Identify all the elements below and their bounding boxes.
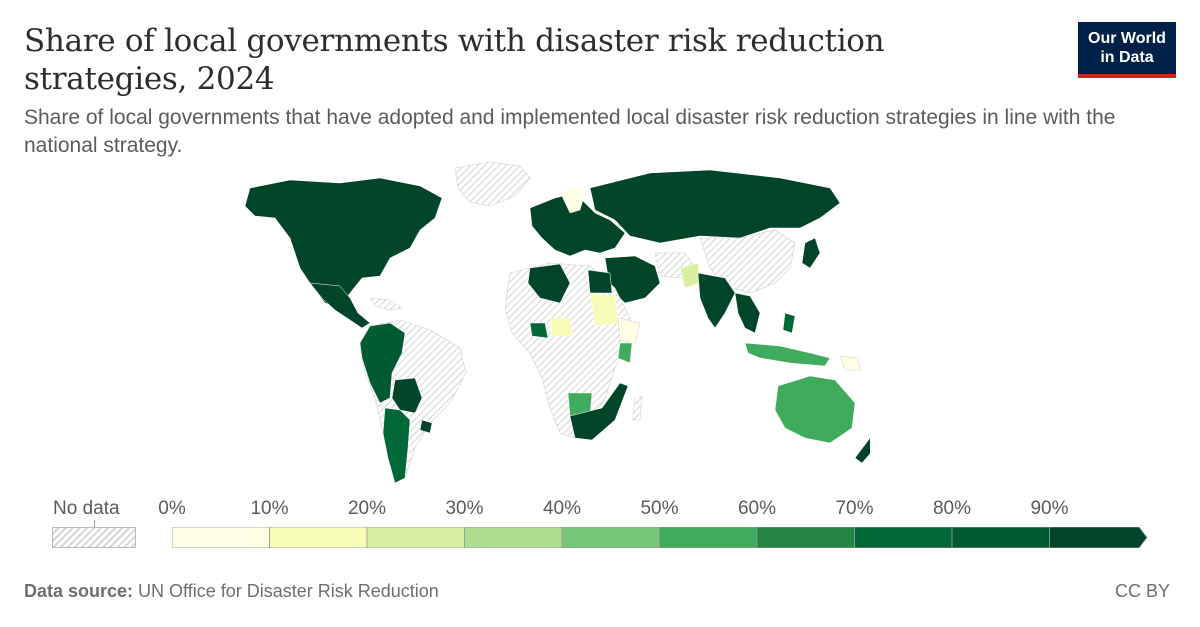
region-andes[interactable] bbox=[359, 322, 406, 404]
legend-color-bar bbox=[171, 526, 1148, 549]
region-southern-cone[interactable] bbox=[382, 407, 411, 484]
legend-tick-label: 20% bbox=[347, 498, 387, 519]
legend-tick-label: 30% bbox=[445, 498, 484, 519]
color-legend: No data 0% 10% 20% 30% 40% 50% 60% 70% 80% 90% bbox=[0, 490, 1200, 560]
legend-tick-label: 90% bbox=[1030, 498, 1069, 519]
country-indonesia[interactable] bbox=[744, 342, 831, 367]
country-australia[interactable] bbox=[774, 375, 856, 444]
country-ethiopia[interactable] bbox=[617, 317, 641, 344]
data-source-text[interactable]: UN Office for Disaster Risk Reduction bbox=[133, 581, 439, 601]
legend-tick-label: 10% bbox=[250, 498, 289, 519]
country-egypt[interactable] bbox=[587, 269, 613, 294]
legend-bin-7[interactable] bbox=[854, 526, 953, 549]
legend-tick-label: 70% bbox=[835, 498, 874, 519]
legend-bin-8[interactable] bbox=[951, 526, 1050, 549]
country-greenland[interactable] bbox=[454, 161, 531, 207]
legend-bin-0[interactable] bbox=[171, 526, 270, 549]
country-uruguay[interactable] bbox=[419, 419, 433, 434]
legend-nodata-label: No data bbox=[53, 498, 120, 519]
data-source: Data source: UN Office for Disaster Risk… bbox=[24, 581, 439, 602]
legend-tick-label: 50% bbox=[640, 498, 679, 519]
chart-subtitle: Share of local governments that have ado… bbox=[24, 106, 1116, 157]
region-southeast-asia[interactable] bbox=[734, 292, 761, 334]
owid-logo[interactable]: Our World in Data bbox=[1078, 22, 1176, 78]
legend-bin-1[interactable] bbox=[269, 526, 368, 549]
logo-line-1: Our World bbox=[1088, 30, 1166, 47]
country-new-zealand[interactable] bbox=[854, 437, 870, 464]
legend-bin-3[interactable] bbox=[464, 526, 563, 549]
legend-tick-label: 0% bbox=[158, 498, 186, 519]
country-philippines[interactable] bbox=[782, 312, 796, 334]
data-source-label: Data source: bbox=[24, 581, 134, 601]
legend-bin-5[interactable] bbox=[659, 526, 758, 549]
region-scandinavia[interactable] bbox=[561, 185, 586, 214]
country-india[interactable] bbox=[697, 272, 736, 329]
world-map[interactable] bbox=[230, 158, 870, 488]
region-japan[interactable] bbox=[801, 237, 821, 269]
country-sudan[interactable] bbox=[589, 292, 619, 327]
legend-bin-6[interactable] bbox=[756, 526, 855, 549]
region-russia[interactable] bbox=[589, 169, 841, 244]
region-nigeria[interactable] bbox=[549, 317, 573, 337]
country-kenya[interactable] bbox=[617, 342, 633, 364]
logo-line-2: in Data bbox=[1100, 49, 1154, 66]
legend-nodata-swatch[interactable] bbox=[52, 527, 136, 548]
region-bolivia-paraguay[interactable] bbox=[391, 377, 423, 414]
legend-tick-label: 40% bbox=[542, 498, 582, 519]
legend-bin-9[interactable] bbox=[1049, 526, 1148, 549]
legend-tick-label: 80% bbox=[932, 498, 972, 519]
region-caribbean[interactable] bbox=[369, 297, 403, 311]
legend-tick-label: 60% bbox=[737, 498, 777, 519]
license[interactable]: CC BY bbox=[1114, 581, 1170, 601]
region-southern-africa-2[interactable] bbox=[569, 382, 629, 441]
legend-bar-svg bbox=[171, 526, 1148, 549]
region-north-america[interactable] bbox=[244, 177, 443, 309]
region-west-africa[interactable] bbox=[529, 322, 549, 339]
country-madagascar[interactable] bbox=[631, 395, 643, 421]
region-north-africa[interactable] bbox=[527, 263, 571, 304]
legend-bin-2[interactable] bbox=[366, 526, 465, 549]
region-central-america[interactable] bbox=[309, 282, 371, 329]
legend-bin-4[interactable] bbox=[561, 526, 660, 549]
chart-title: Share of local governments with disaster… bbox=[24, 23, 885, 97]
country-png[interactable] bbox=[839, 355, 861, 371]
legend-nodata-tick bbox=[94, 520, 95, 527]
